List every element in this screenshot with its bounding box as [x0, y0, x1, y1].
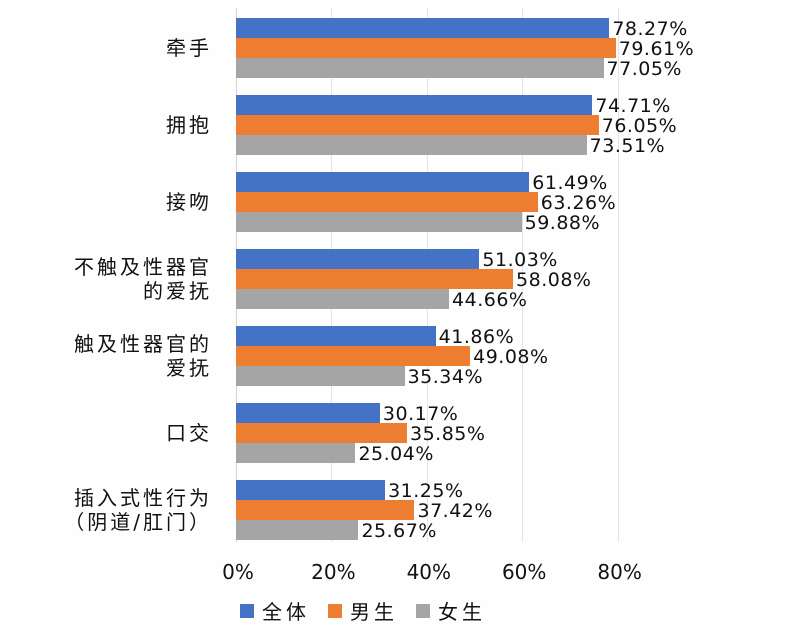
bar-male — [236, 423, 407, 443]
bar-female — [236, 520, 359, 540]
bar-female — [236, 135, 587, 155]
category-label-line: 口交 — [166, 421, 212, 445]
legend-swatch-icon — [328, 603, 342, 618]
bar-female — [236, 212, 522, 232]
data-label: 79.61% — [618, 38, 695, 60]
data-label: 25.67% — [361, 520, 437, 542]
bar-all — [236, 480, 386, 500]
bar-all — [236, 18, 610, 38]
data-label: 63.26% — [540, 192, 617, 214]
category-label: 接吻 — [166, 190, 212, 214]
x-tick-label: 40% — [406, 560, 452, 584]
data-label: 44.66% — [452, 289, 528, 311]
bar-female — [236, 58, 604, 78]
gridline — [522, 8, 524, 542]
data-label: 49.08% — [473, 346, 549, 368]
data-label: 77.05% — [606, 58, 682, 80]
legend-swatch-icon — [240, 603, 254, 618]
bar-female — [236, 443, 356, 463]
bar-all — [236, 403, 380, 423]
data-label: 31.25% — [388, 480, 464, 502]
legend-label: 女生 — [438, 600, 486, 624]
category-label: 不触及性器官 的爱抚 — [74, 255, 212, 303]
legend-item: 全体 — [240, 596, 310, 625]
category-label: 触及性器官的 爱抚 — [74, 332, 212, 380]
data-label: 51.03% — [482, 249, 558, 271]
data-label: 25.04% — [358, 443, 434, 465]
category-label-line: 不触及性器官 — [74, 255, 212, 279]
legend-item: 男生 — [328, 596, 398, 625]
data-label: 59.88% — [524, 212, 601, 234]
data-label: 41.86% — [438, 326, 515, 348]
category-label-line: 触及性器官的 — [74, 332, 212, 356]
data-label: 78.27% — [612, 18, 688, 40]
x-tick-label: 0% — [222, 560, 254, 584]
x-tick-label: 80% — [597, 560, 642, 584]
category-label: 牵手 — [166, 36, 212, 60]
bar-female — [236, 366, 405, 386]
bar-male — [236, 38, 616, 58]
data-label: 35.85% — [410, 423, 486, 445]
legend-item: 女生 — [416, 596, 486, 625]
x-tick-label: 60% — [501, 560, 547, 584]
data-label: 73.51% — [589, 135, 666, 157]
category-label: 插入式性行为 （阴道/肛门） — [64, 486, 212, 534]
bar-all — [236, 95, 593, 115]
x-tick-label: 20% — [311, 560, 356, 584]
data-label: 76.05% — [601, 115, 678, 137]
legend-swatch-icon — [416, 603, 430, 618]
bar-male — [236, 115, 599, 135]
bar-all — [236, 249, 480, 269]
data-label: 74.71% — [595, 95, 671, 117]
data-label: 58.08% — [516, 269, 592, 291]
category-label-line: 接吻 — [166, 190, 212, 214]
data-label: 35.34% — [407, 366, 484, 388]
gridline — [617, 8, 619, 542]
category-label: 拥抱 — [166, 113, 212, 137]
data-label: 37.42% — [417, 500, 493, 522]
bar-male — [236, 269, 514, 289]
legend: 全体 男生 女生 — [240, 596, 504, 625]
category-label-line: 插入式性行为 — [74, 486, 212, 510]
category-label-line: 拥抱 — [166, 113, 212, 137]
bar-all — [236, 326, 436, 346]
legend-label: 全体 — [262, 600, 310, 624]
category-label-line: 的爱抚 — [143, 279, 212, 303]
category-label-line: 牵手 — [166, 36, 212, 60]
bar-male — [236, 192, 538, 212]
bar-male — [236, 346, 471, 366]
category-label-line: 爱抚 — [166, 356, 212, 380]
bar-all — [236, 172, 530, 192]
legend-label: 男生 — [350, 600, 398, 624]
bar-male — [236, 500, 415, 520]
category-label-line: （阴道/肛门） — [64, 510, 212, 534]
bar-female — [236, 289, 450, 309]
data-label: 30.17% — [382, 403, 459, 425]
data-label: 61.49% — [532, 172, 608, 194]
category-label: 口交 — [166, 421, 212, 445]
